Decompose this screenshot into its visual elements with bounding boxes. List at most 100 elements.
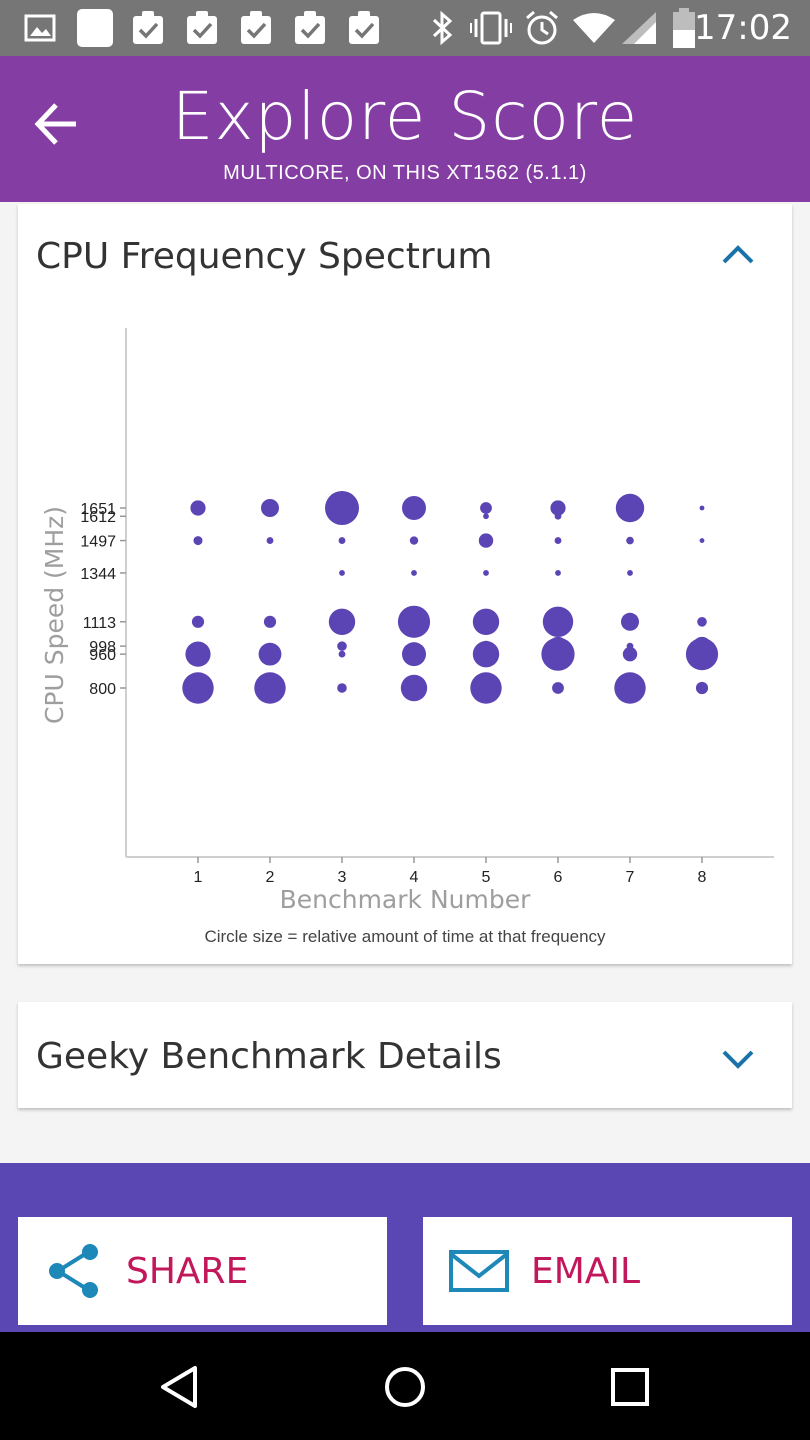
- share-label: SHARE: [126, 1251, 249, 1292]
- data-point: [411, 570, 417, 576]
- clipboard-check-icon: [349, 11, 379, 44]
- x-tick-label: 4: [410, 869, 419, 886]
- recents-square-icon[interactable]: [605, 1362, 655, 1412]
- data-point: [261, 499, 279, 517]
- wifi-icon: [573, 13, 615, 43]
- app-bar: Explore Score MULTICORE, ON THIS XT1562 …: [0, 56, 810, 202]
- x-tick-label: 3: [338, 869, 347, 886]
- signal-icon: [622, 12, 656, 44]
- data-point: [699, 505, 705, 511]
- battery-icon: [673, 8, 695, 48]
- data-point: [254, 672, 286, 704]
- data-point: [263, 615, 277, 628]
- y-tick-label: 998: [89, 639, 116, 656]
- data-point: [339, 570, 345, 576]
- arrow-left-icon[interactable]: [30, 96, 86, 152]
- data-point: [400, 674, 428, 702]
- clipboard-check-icon: [241, 11, 271, 44]
- vibrate-icon: [470, 11, 512, 45]
- share-icon: [49, 1244, 98, 1298]
- data-point: [614, 672, 646, 704]
- y-tick-label: 800: [89, 681, 116, 698]
- data-point: [555, 570, 561, 576]
- data-point: [554, 537, 562, 544]
- status-time: 17:02: [694, 8, 792, 48]
- chart-caption: Circle size = relative amount of time at…: [204, 927, 606, 946]
- data-point: [337, 641, 347, 651]
- data-point: [697, 616, 707, 627]
- data-point: [402, 496, 426, 520]
- data-point: [478, 533, 494, 548]
- data-point: [554, 512, 562, 520]
- data-point: [325, 491, 359, 525]
- data-point: [483, 570, 489, 576]
- data-point: [552, 682, 564, 694]
- home-circle-icon[interactable]: [380, 1362, 430, 1412]
- data-point: [615, 493, 645, 523]
- data-point: [266, 537, 274, 544]
- data-point: [338, 650, 346, 658]
- data-point: [185, 641, 211, 667]
- x-tick-label: 6: [554, 869, 563, 886]
- data-point: [337, 683, 347, 693]
- image-icon: [24, 14, 56, 42]
- alarm-icon: [526, 10, 558, 45]
- data-point: [483, 513, 489, 520]
- bluetooth-icon: [432, 10, 453, 46]
- y-tick-label: 1612: [80, 509, 116, 526]
- clipboard-check-icon: [187, 11, 217, 44]
- clipboard-check-icon: [295, 11, 325, 44]
- square-notification-icon: [77, 9, 113, 47]
- y-tick-label: 960: [89, 647, 116, 664]
- data-point: [397, 605, 431, 638]
- data-point: [182, 672, 214, 704]
- data-point: [470, 672, 502, 704]
- clipboard-check-icon: [133, 11, 163, 44]
- y-axis-label: CPU Speed (MHz): [40, 506, 69, 724]
- data-point: [542, 606, 574, 637]
- y-tick-label: 1497: [80, 534, 116, 551]
- data-point: [190, 500, 206, 516]
- chevron-up-icon[interactable]: [720, 242, 756, 266]
- email-label: EMAIL: [531, 1251, 641, 1292]
- data-point: [626, 536, 634, 545]
- y-tick-label: 1344: [80, 566, 116, 583]
- card-title: Geeky Benchmark Details: [36, 1036, 502, 1077]
- data-point: [472, 608, 500, 635]
- card-title: CPU Frequency Spectrum: [36, 236, 493, 277]
- system-nav-bar: [0, 1332, 810, 1440]
- data-point: [402, 642, 426, 667]
- share-button[interactable]: SHARE: [18, 1217, 387, 1325]
- y-tick-label: 1113: [83, 615, 116, 632]
- page-title: Explore Score: [171, 78, 639, 155]
- data-point: [627, 570, 633, 576]
- x-tick-label: 7: [626, 869, 635, 886]
- data-point: [338, 537, 346, 544]
- x-tick-label: 5: [482, 869, 491, 886]
- benchmark-details-card[interactable]: Geeky Benchmark Details: [18, 1002, 792, 1108]
- x-axis-label: Benchmark Number: [280, 885, 531, 914]
- data-point: [622, 646, 638, 662]
- data-point: [409, 536, 419, 545]
- data-point: [258, 642, 282, 666]
- back-triangle-icon[interactable]: [155, 1362, 205, 1412]
- data-point: [550, 500, 566, 516]
- x-tick-label: 8: [698, 869, 707, 886]
- x-tick-label: 2: [266, 869, 275, 886]
- data-point: [472, 640, 500, 668]
- data-point: [621, 612, 639, 631]
- data-point: [685, 638, 719, 671]
- x-tick-label: 1: [194, 869, 203, 886]
- y-tick-label: 1651: [80, 501, 116, 518]
- data-point: [328, 608, 356, 635]
- data-point: [699, 538, 705, 543]
- data-point: [193, 536, 203, 546]
- envelope-icon: [449, 1250, 509, 1292]
- data-point: [695, 681, 709, 695]
- chevron-down-icon[interactable]: [720, 1046, 756, 1070]
- frequency-spectrum-card: CPU Frequency Spectrum 1 2 3 4 5 6 7 8 800 960 99…: [18, 204, 792, 964]
- data-point: [191, 615, 205, 628]
- data-point: [541, 637, 575, 671]
- email-button[interactable]: EMAIL: [423, 1217, 792, 1325]
